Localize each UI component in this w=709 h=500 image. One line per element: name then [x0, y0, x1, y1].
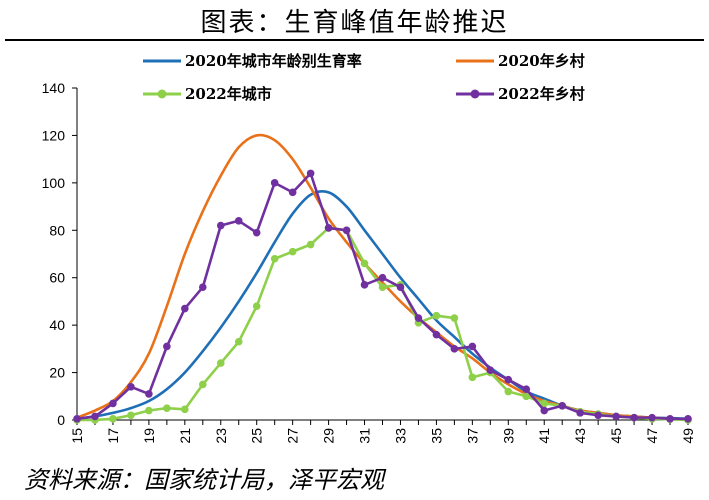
series-4-point	[216, 221, 225, 230]
series-3-point	[181, 405, 189, 414]
legend-marker	[470, 89, 480, 99]
series-4-point	[504, 375, 513, 384]
series-4-point	[198, 283, 207, 292]
series-3-point	[109, 415, 117, 423]
x-tick-label: 47	[644, 428, 660, 444]
series-3-point	[432, 311, 441, 320]
x-tick-label: 41	[536, 428, 552, 444]
series-4-point	[252, 228, 261, 237]
series-3-point	[522, 392, 531, 401]
x-tick-label: 21	[177, 428, 193, 444]
series-4-point	[109, 399, 117, 408]
series-4-point	[306, 169, 315, 178]
legend-label: 2022年城市	[185, 85, 272, 103]
y-tick-label: 80	[49, 222, 65, 238]
y-tick-label: 140	[42, 80, 66, 96]
series-4-point	[414, 314, 423, 322]
series-3-point	[360, 259, 369, 268]
legend-label: 2020年乡村	[498, 52, 585, 70]
series-4-point	[396, 283, 405, 292]
x-tick-label: 17	[105, 428, 121, 444]
series-4-point	[145, 390, 153, 398]
line-chart: 0 20 40 60 80 100 120 140 15 17 19 21 23 25 27 29 31 33 35…	[42, 52, 696, 444]
y-tick-label: 120	[42, 127, 66, 143]
series-4-point	[378, 273, 387, 282]
x-tick-label: 39	[500, 428, 516, 444]
legend-label: 2020年城市年龄别生育率	[185, 52, 362, 70]
series-3-point	[450, 314, 459, 322]
x-tick-label: 43	[572, 428, 588, 444]
series-4-point	[234, 217, 243, 225]
series-4-point	[594, 411, 602, 420]
source-note: 资料来源：国家统计局，泽平宏观	[24, 466, 384, 494]
series-line-1	[75, 189, 690, 421]
series-4-point	[522, 385, 531, 393]
series-3-point	[540, 399, 549, 408]
series-3-point	[145, 406, 153, 415]
x-tick-label: 25	[249, 428, 265, 444]
series-4-point	[324, 224, 333, 232]
y-tick-label: 60	[49, 270, 65, 286]
series-4-point	[342, 226, 351, 235]
legend-marker	[157, 89, 167, 99]
series-3-point	[234, 337, 243, 346]
series-4-point	[666, 415, 674, 423]
series-3-point	[504, 387, 513, 396]
series-4-point	[630, 413, 638, 422]
x-tick-label: 35	[428, 428, 444, 444]
series-3-point	[468, 373, 477, 382]
series-4-point	[540, 406, 549, 415]
series-4-point	[450, 345, 459, 353]
series-3-point	[163, 404, 171, 412]
series-4-point	[468, 342, 477, 351]
series-4-point	[648, 413, 656, 422]
series-3-point	[306, 240, 315, 249]
series-4-point	[91, 412, 99, 421]
series-4-point	[181, 304, 189, 313]
series-3-point	[216, 359, 225, 367]
series-line-3	[75, 226, 690, 422]
y-tick-label: 40	[49, 317, 65, 333]
page-title: 图表：生育峰值年龄推迟	[200, 8, 509, 38]
x-tick-label: 37	[464, 428, 480, 444]
series-3-point	[270, 254, 279, 263]
series-4-point	[360, 281, 369, 289]
series-4-point	[432, 330, 441, 339]
x-tick-label: 19	[141, 428, 157, 444]
series-4-point	[576, 409, 584, 417]
series-3-point	[252, 302, 261, 310]
series-3-point	[127, 411, 135, 420]
x-tick-label: 49	[680, 428, 696, 444]
x-tick-label: 29	[321, 428, 337, 444]
title-rule	[5, 39, 704, 41]
x-tick-label: 23	[213, 428, 229, 444]
y-tick-label: 100	[42, 175, 66, 191]
legend-label: 2022年乡村	[498, 85, 585, 103]
series-4-point	[163, 342, 171, 351]
series-4-point	[612, 412, 620, 421]
series-4-point	[73, 415, 81, 423]
y-tick-label: 20	[49, 365, 65, 381]
x-tick-label: 33	[392, 428, 408, 444]
x-tick-label: 27	[285, 428, 301, 444]
y-tick-label: 0	[57, 412, 65, 428]
series-4-point	[558, 401, 567, 410]
x-tick-label: 15	[69, 428, 85, 444]
series-4-point	[684, 415, 692, 423]
series-4-point	[288, 188, 297, 197]
series-3-point	[378, 283, 387, 292]
series-4-point	[127, 383, 135, 391]
x-tick-label: 31	[357, 428, 373, 444]
series-3-point	[198, 380, 207, 389]
series-4-point	[486, 366, 495, 375]
series-3-point	[288, 247, 297, 256]
x-tick-label: 45	[608, 428, 624, 444]
series-4-point	[270, 179, 279, 187]
series-line-4	[75, 172, 690, 421]
